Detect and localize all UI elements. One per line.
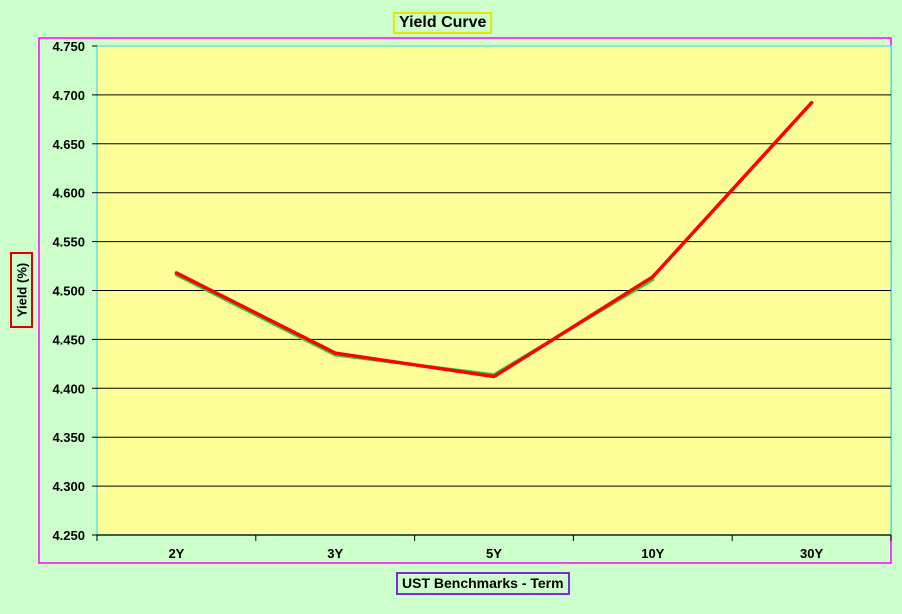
y-tick-label: 4.750 bbox=[52, 39, 85, 54]
data-point bbox=[810, 102, 812, 104]
y-tick-label: 4.650 bbox=[52, 137, 85, 152]
x-tick-label: 10Y bbox=[641, 546, 664, 561]
y-tick-label: 4.400 bbox=[52, 381, 85, 396]
data-point bbox=[334, 352, 336, 354]
y-tick-label: 4.300 bbox=[52, 479, 85, 494]
y-tick-label: 4.700 bbox=[52, 88, 85, 103]
y-tick-label: 4.250 bbox=[52, 528, 85, 543]
y-tick-label: 4.600 bbox=[52, 186, 85, 201]
y-axis-label: Yield (%) bbox=[14, 263, 29, 317]
x-axis-label: UST Benchmarks - Term bbox=[396, 572, 570, 595]
y-tick-label: 4.350 bbox=[52, 430, 85, 445]
x-tick-label: 2Y bbox=[168, 546, 184, 561]
x-tick-label: 3Y bbox=[327, 546, 343, 561]
chart-title: Yield Curve bbox=[393, 12, 492, 34]
y-tick-label: 4.500 bbox=[52, 284, 85, 299]
y-tick-label: 4.550 bbox=[52, 235, 85, 250]
y-axis-label-box: Yield (%) bbox=[10, 252, 33, 328]
data-point bbox=[175, 272, 177, 274]
x-tick-label: 30Y bbox=[800, 546, 823, 561]
x-tick-label: 5Y bbox=[486, 546, 502, 561]
y-tick-label: 4.450 bbox=[52, 332, 85, 347]
data-point bbox=[652, 276, 654, 278]
data-point bbox=[493, 375, 495, 377]
